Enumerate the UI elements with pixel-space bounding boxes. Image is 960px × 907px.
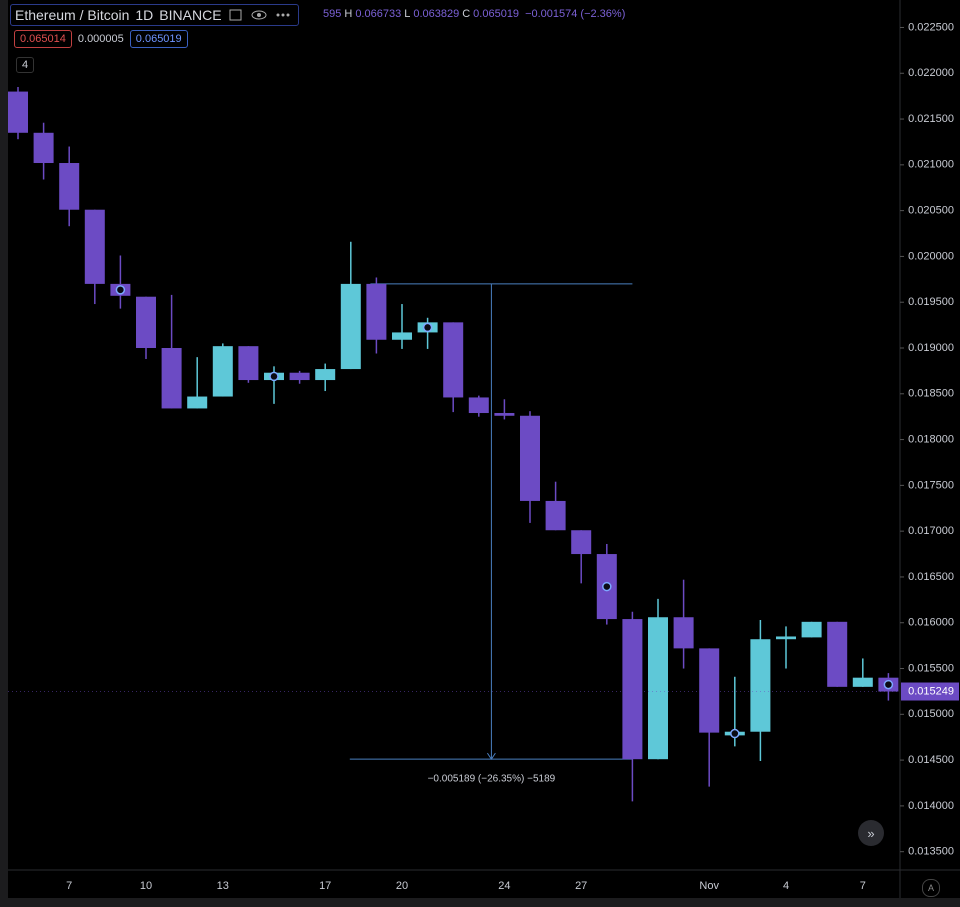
y-tick-label: 0.016500 <box>908 571 954 583</box>
y-tick-label: 0.021500 <box>908 113 954 125</box>
spread: 0.000005 <box>77 33 124 45</box>
x-tick-label: 24 <box>498 880 510 892</box>
candle-body <box>545 500 566 531</box>
ohlc-value: 0.065019 <box>473 8 520 20</box>
y-tick-label: 0.018500 <box>908 388 954 400</box>
symbol: Ethereum / Bitcoin <box>15 7 130 23</box>
y-tick-label: 0.020500 <box>908 205 954 217</box>
ohlc-value: 595 <box>323 8 342 20</box>
y-tick-label: 0.014500 <box>908 754 954 766</box>
eye-icon[interactable] <box>250 8 268 22</box>
candle-body <box>750 639 771 732</box>
candle-body <box>571 530 592 555</box>
candle-body <box>392 332 412 340</box>
candle-body <box>340 283 361 370</box>
ohlc-value: 0.066733 <box>355 8 402 20</box>
more-icon[interactable] <box>274 8 292 22</box>
symbol-header[interactable]: Ethereum / Bitcoin 1D BINANCE <box>10 4 299 26</box>
ohlc-key: L <box>404 8 411 20</box>
candle-body <box>648 617 668 760</box>
event-marker <box>115 285 126 295</box>
candle-body <box>699 648 720 733</box>
measure-label: −0.005189 (−26.35%) −5189 <box>428 774 556 785</box>
x-tick-label: 13 <box>217 880 229 892</box>
measure-arrowhead <box>486 752 496 760</box>
x-tick-label: 27 <box>575 880 587 892</box>
y-tick-label: 0.015000 <box>908 708 954 720</box>
x-tick-label: 7 <box>66 880 72 892</box>
y-tick-label: 0.014000 <box>908 800 954 812</box>
y-tick-label: 0.013500 <box>908 846 954 858</box>
sell-button[interactable]: 0.065014 <box>14 30 72 48</box>
candle-body <box>59 163 80 210</box>
x-tick-label: 10 <box>140 880 152 892</box>
candle-body <box>827 621 848 687</box>
event-marker <box>269 371 279 382</box>
candle-body <box>161 348 182 409</box>
ohlc-key: C <box>462 8 471 20</box>
x-tick-label: 4 <box>783 880 789 892</box>
ohlc-value: 0.063829 <box>413 8 460 20</box>
y-tick-label: 0.022000 <box>908 67 954 79</box>
candle-body <box>673 617 694 649</box>
ohlc-value: −0.001574 (−2.36%) <box>525 8 626 20</box>
candle-body <box>494 413 515 416</box>
flag-icon[interactable] <box>228 8 244 22</box>
y-tick-label: 0.022500 <box>908 21 954 33</box>
candle-body <box>622 619 643 760</box>
candle-body <box>212 346 233 397</box>
x-tick-label: 7 <box>860 880 866 892</box>
trade-buttons: 0.065014 0.000005 0.065019 <box>14 30 188 48</box>
candle-body <box>366 283 387 340</box>
y-tick-label: 0.017500 <box>908 479 954 491</box>
interval: 1D <box>135 7 154 23</box>
candle-body <box>238 346 259 381</box>
last-price-tag <box>901 682 959 701</box>
candle-body <box>187 396 208 409</box>
auto-scale[interactable]: A <box>922 879 940 897</box>
scroll-to-latest[interactable]: » <box>858 820 884 846</box>
candle-body <box>520 415 540 501</box>
indicators-toggle[interactable]: 4 <box>16 57 35 73</box>
last-price-label: 0.015249 <box>908 685 954 697</box>
ohlc-readout: 595 H 0.066733 L 0.063829 C 0.065019 −0.001574 … <box>320 8 625 20</box>
y-tick-label: 0.016000 <box>908 617 954 629</box>
x-tick-label: 17 <box>319 880 331 892</box>
candle-body <box>852 677 873 687</box>
candle-body <box>8 91 28 133</box>
exchange: BINANCE <box>159 7 222 23</box>
candle-body <box>315 369 336 381</box>
event-marker <box>730 728 740 739</box>
candle-body <box>33 132 54 164</box>
buy-button[interactable]: 0.065019 <box>129 30 188 48</box>
chart-frame <box>8 0 960 898</box>
candle-body <box>468 397 489 414</box>
candle-body <box>801 621 822 638</box>
candle-body <box>443 322 464 398</box>
y-tick-label: 0.019000 <box>908 342 954 354</box>
x-tick-label: 20 <box>396 880 408 892</box>
candle-body <box>289 372 310 381</box>
y-tick-label: 0.015500 <box>908 662 954 674</box>
y-tick-label: 0.018000 <box>908 433 954 445</box>
event-marker <box>602 581 612 592</box>
y-tick-label: 0.019500 <box>908 296 954 308</box>
candle-body <box>136 296 156 348</box>
event-marker <box>883 679 894 690</box>
y-tick-label: 0.021000 <box>908 159 954 171</box>
y-tick-label: 0.017000 <box>908 525 954 537</box>
candle-body <box>776 636 796 640</box>
x-tick-label: Nov <box>699 880 719 892</box>
candle-body <box>84 209 105 284</box>
y-tick-label: 0.020000 <box>908 250 954 262</box>
event-marker <box>422 322 433 333</box>
ohlc-key: H <box>344 8 353 20</box>
